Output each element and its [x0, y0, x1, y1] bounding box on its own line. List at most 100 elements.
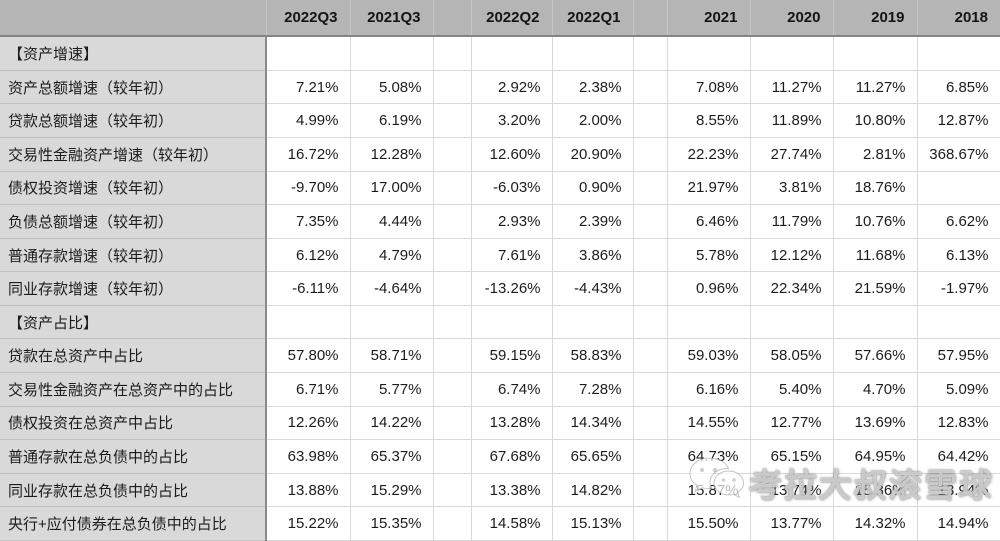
- value-cell: 22.23%: [666, 137, 751, 172]
- table-header: 2022Q3 2021Q3 2022Q2 2022Q1 2021 2020 2019 2018: [0, 0, 1000, 37]
- value-cell: 59.15%: [470, 338, 553, 374]
- row-label: 普通存款在总负债中的占比: [0, 439, 267, 474]
- value-cell: 0.90%: [551, 170, 634, 206]
- value-cell: 59.03%: [666, 338, 751, 374]
- table-row: 普通存款增速（较年初） 6.12% 4.79% 7.61% 3.86% 5.78% 12.1…: [0, 237, 1000, 273]
- spacer-cell: [432, 137, 472, 172]
- spacer-cell: [432, 237, 472, 273]
- value-cell: -4.64%: [349, 271, 434, 306]
- value-cell: 2.81%: [832, 137, 918, 172]
- value-cell: 12.28%: [349, 137, 434, 172]
- value-cell: 15.36%: [832, 472, 918, 508]
- value-cell: -13.26%: [470, 271, 553, 306]
- value-cell: 3.81%: [749, 170, 834, 206]
- value-cell: 21.59%: [832, 271, 918, 306]
- value-cell: 4.79%: [349, 237, 434, 273]
- value-cell: 5.40%: [749, 372, 834, 407]
- value-cell: 64.42%: [916, 439, 1000, 474]
- spacer-cell: [632, 137, 668, 172]
- value-cell: 14.58%: [470, 506, 553, 541]
- row-label: 同业存款增速（较年初）: [0, 271, 267, 306]
- value-cell: 12.83%: [916, 405, 1000, 441]
- spacer-cell: [632, 472, 668, 508]
- value-cell: 7.35%: [265, 204, 351, 239]
- spacer-cell: [432, 69, 472, 105]
- value-cell: 15.50%: [666, 506, 751, 541]
- spacer-cell: [632, 69, 668, 105]
- value-cell: 15.29%: [349, 472, 434, 508]
- table-row: 负债总额增速（较年初） 7.35% 4.44% 2.93% 2.39% 6.46% 11.7…: [0, 204, 1000, 239]
- row-label: 交易性金融资产在总资产中的占比: [0, 372, 267, 407]
- value-cell: [349, 35, 434, 71]
- value-cell: 5.77%: [349, 372, 434, 407]
- spacer-cell: [632, 372, 668, 407]
- row-label-header: [0, 0, 266, 37]
- value-cell: -6.03%: [470, 170, 553, 206]
- value-cell: [551, 35, 634, 71]
- spacer-cell: [632, 35, 668, 71]
- table-row: 资产总额增速（较年初） 7.21% 5.08% 2.92% 2.38% 7.08% 11.2…: [0, 69, 1000, 105]
- value-cell: 16.72%: [265, 137, 351, 172]
- value-cell: 58.83%: [551, 338, 634, 374]
- value-cell: 64.95%: [832, 439, 918, 474]
- value-cell: 12.60%: [470, 137, 553, 172]
- spacer-cell: [632, 506, 668, 541]
- value-cell: 65.15%: [749, 439, 834, 474]
- value-cell: 6.74%: [470, 372, 553, 407]
- spacer-cell: [432, 372, 472, 407]
- value-cell: 6.13%: [916, 237, 1000, 273]
- table-row: 贷款在总资产中占比 57.80% 58.71% 59.15% 58.83% 59.03% 5…: [0, 338, 1000, 374]
- value-cell: 65.37%: [349, 439, 434, 474]
- value-cell: 17.00%: [349, 170, 434, 206]
- value-cell: -6.11%: [265, 271, 351, 306]
- value-cell: 13.69%: [832, 405, 918, 441]
- spacer-cell: [632, 439, 668, 474]
- spacer-cell: [432, 103, 472, 138]
- value-cell: 6.19%: [349, 103, 434, 138]
- row-label: 同业存款在总负债中的占比: [0, 473, 267, 508]
- value-cell: 10.80%: [832, 103, 918, 138]
- value-cell: 6.12%: [265, 237, 351, 273]
- table-row: 贷款总额增速（较年初） 4.99% 6.19% 3.20% 2.00% 8.55% 11.8…: [0, 103, 1000, 138]
- spacer-cell: [632, 237, 668, 273]
- value-cell: [916, 304, 1000, 340]
- value-cell: 12.12%: [749, 237, 834, 273]
- value-cell: 10.76%: [832, 204, 918, 239]
- column-header-2022Q2: 2022Q2: [470, 0, 552, 37]
- spacer-cell: [632, 204, 668, 239]
- value-cell: [916, 170, 1000, 206]
- spacer-cell: [432, 472, 472, 508]
- value-cell: [666, 304, 751, 340]
- table-row: 同业存款增速（较年初） -6.11% -4.64% -13.26% -4.43% 0.96…: [0, 271, 1000, 306]
- value-cell: [265, 35, 351, 71]
- table-row: 【资产占比】: [0, 304, 1000, 340]
- value-cell: 11.79%: [749, 204, 834, 239]
- value-cell: 13.38%: [470, 472, 553, 508]
- value-cell: 63.98%: [265, 439, 351, 474]
- table-row: 债权投资在总资产中占比 12.26% 14.22% 13.28% 14.34% 14.55…: [0, 405, 1000, 441]
- value-cell: 12.26%: [265, 405, 351, 441]
- value-cell: 57.66%: [832, 338, 918, 374]
- value-cell: [551, 304, 634, 340]
- section-header: 【资产增速】: [0, 36, 267, 71]
- value-cell: 58.71%: [349, 338, 434, 374]
- column-header-2018: 2018: [916, 0, 1000, 37]
- value-cell: 6.62%: [916, 204, 1000, 239]
- column-header-2022Q3: 2022Q3: [265, 0, 350, 37]
- value-cell: 2.00%: [551, 103, 634, 138]
- section-header: 【资产占比】: [0, 305, 267, 340]
- value-cell: 0.96%: [666, 271, 751, 306]
- value-cell: 11.68%: [832, 237, 918, 273]
- spacer-cell: [432, 405, 472, 441]
- value-cell: 13.77%: [749, 506, 834, 541]
- value-cell: 12.77%: [749, 405, 834, 441]
- spacer-cell: [632, 271, 668, 306]
- value-cell: 20.90%: [551, 137, 634, 172]
- column-header-2022Q1: 2022Q1: [551, 0, 633, 37]
- column-header-2021Q3: 2021Q3: [349, 0, 433, 37]
- spacer-cell: [432, 439, 472, 474]
- column-header-2021: 2021: [666, 0, 750, 37]
- column-header-2019: 2019: [832, 0, 917, 37]
